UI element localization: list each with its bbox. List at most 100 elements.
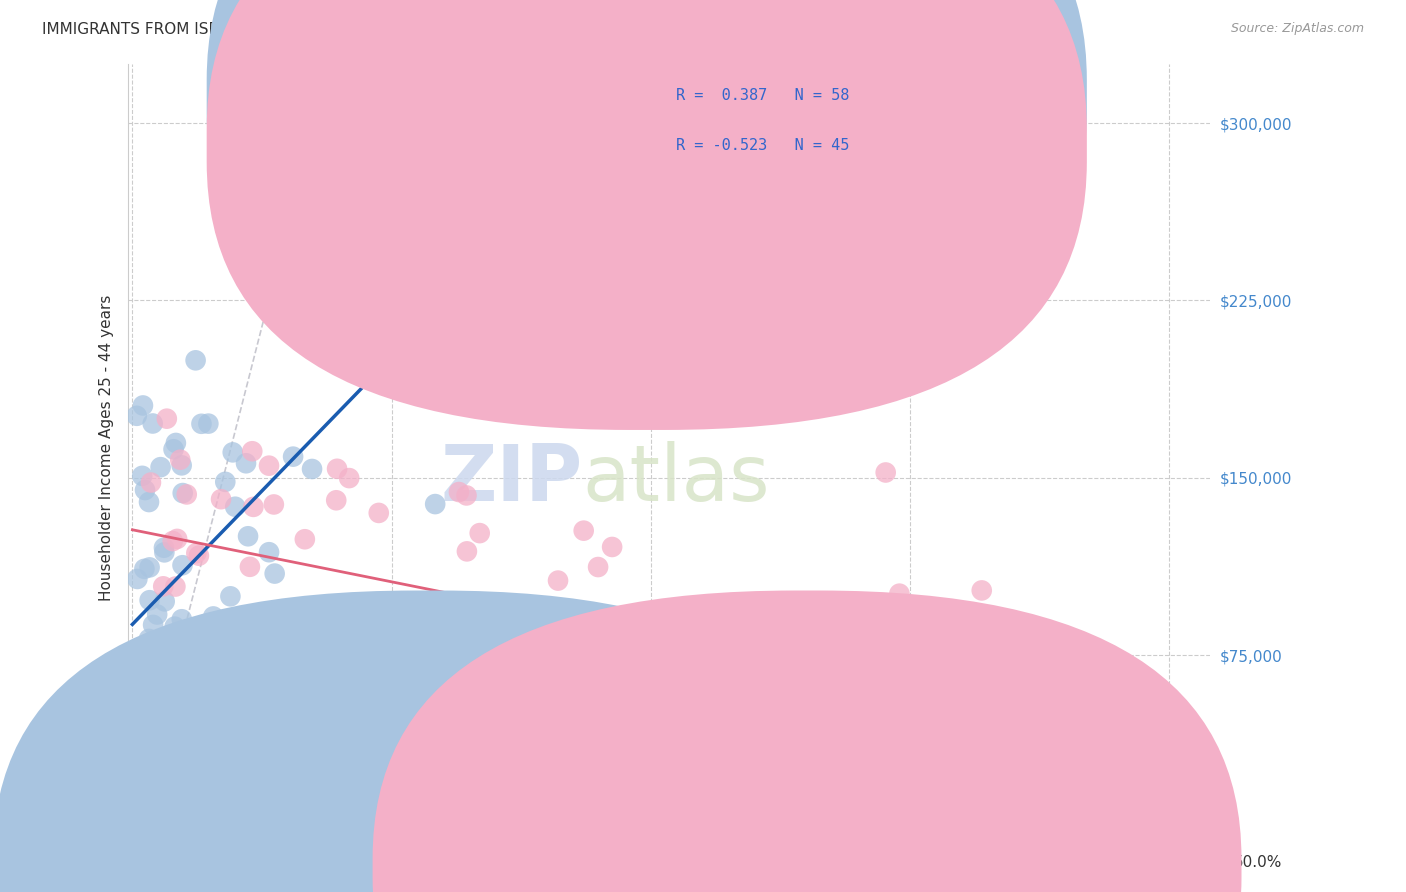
Point — [160, 759, 183, 773]
Point — [337, 471, 360, 485]
Point — [263, 498, 285, 512]
Point — [153, 740, 176, 755]
Point — [162, 442, 184, 457]
Point — [142, 618, 165, 632]
Point — [138, 495, 160, 509]
Point — [242, 500, 264, 514]
Text: R =  0.387   N = 58: R = 0.387 N = 58 — [676, 88, 849, 103]
Y-axis label: Householder Income Ages 25 - 44 years: Householder Income Ages 25 - 44 years — [100, 295, 114, 601]
Point — [240, 444, 263, 458]
Point — [630, 660, 652, 674]
Point — [763, 717, 786, 731]
Point — [214, 475, 236, 489]
Point — [145, 665, 167, 679]
Point — [134, 483, 156, 497]
Point — [166, 532, 188, 546]
Point — [920, 670, 942, 684]
Point — [371, 312, 394, 326]
Point — [600, 540, 623, 554]
Point — [149, 682, 172, 697]
Point — [139, 475, 162, 490]
Point — [156, 411, 179, 425]
Point — [498, 643, 520, 657]
Point — [172, 486, 194, 500]
Point — [219, 590, 242, 604]
Point — [412, 622, 434, 636]
Point — [257, 458, 280, 473]
Point — [153, 689, 176, 703]
Point — [325, 493, 347, 508]
Point — [131, 759, 153, 773]
Point — [404, 364, 426, 378]
Point — [257, 545, 280, 559]
Point — [408, 644, 430, 658]
Point — [176, 675, 198, 690]
Point — [224, 500, 246, 514]
Point — [152, 579, 174, 593]
Point — [131, 468, 153, 483]
Point — [325, 599, 347, 613]
Text: 50.0%: 50.0% — [1234, 855, 1282, 870]
Point — [124, 714, 146, 728]
Point — [170, 612, 193, 626]
Text: ZIP: ZIP — [440, 441, 582, 517]
Point — [190, 417, 212, 431]
Point — [162, 534, 184, 549]
Point — [153, 541, 176, 555]
Point — [170, 458, 193, 473]
Point — [153, 545, 176, 559]
Point — [153, 594, 176, 608]
Point — [138, 593, 160, 607]
Point — [294, 533, 316, 547]
Point — [547, 574, 569, 588]
Point — [572, 524, 595, 538]
Point — [134, 562, 156, 576]
Point — [447, 485, 470, 500]
Point — [132, 399, 155, 413]
Text: Source: ZipAtlas.com: Source: ZipAtlas.com — [1230, 22, 1364, 36]
Text: Hungarians: Hungarians — [851, 856, 935, 871]
Point — [165, 580, 187, 594]
Point — [952, 753, 974, 767]
Point — [222, 445, 245, 459]
Point — [875, 466, 897, 480]
Point — [146, 607, 169, 622]
Point — [184, 353, 207, 368]
Point — [159, 637, 181, 651]
Point — [176, 487, 198, 501]
Point — [432, 342, 454, 356]
Point — [138, 560, 160, 574]
Point — [889, 587, 911, 601]
Point — [425, 497, 447, 511]
Point — [132, 655, 155, 669]
Text: R = -0.523   N = 45: R = -0.523 N = 45 — [676, 138, 849, 153]
Point — [340, 648, 363, 662]
Point — [127, 572, 149, 586]
Point — [709, 611, 731, 625]
Point — [132, 727, 155, 741]
Point — [456, 544, 478, 558]
Point — [236, 529, 259, 543]
Point — [301, 462, 323, 476]
Point — [456, 488, 478, 502]
Point — [235, 456, 257, 470]
Point — [197, 417, 219, 431]
Point — [281, 450, 304, 464]
Point — [186, 546, 208, 560]
Point — [468, 526, 491, 541]
Point — [131, 677, 153, 691]
Point — [187, 549, 209, 563]
Point — [169, 452, 191, 467]
Point — [138, 632, 160, 646]
Point — [263, 566, 285, 581]
Point — [326, 462, 349, 476]
Point — [367, 506, 389, 520]
Point — [209, 492, 232, 507]
Point — [125, 409, 148, 423]
Point — [127, 759, 149, 773]
Point — [166, 759, 188, 773]
Text: Immigrants from Israel: Immigrants from Israel — [457, 856, 626, 871]
Point — [142, 417, 165, 431]
Point — [429, 255, 451, 269]
Point — [1062, 670, 1084, 684]
